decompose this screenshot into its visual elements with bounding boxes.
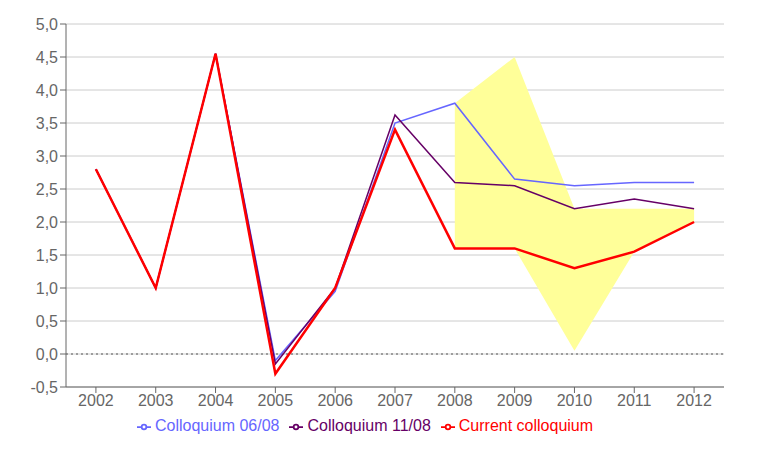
svg-text:2,5: 2,5 [36,181,58,198]
svg-text:3,5: 3,5 [36,115,58,132]
svg-text:2006: 2006 [317,392,353,409]
svg-text:5,0: 5,0 [36,16,58,33]
svg-text:2008: 2008 [437,392,473,409]
svg-text:3,0: 3,0 [36,148,58,165]
svg-text:2010: 2010 [557,392,593,409]
svg-text:2005: 2005 [258,392,294,409]
html-text:Current colloquium: Current colloquium [458,417,594,434]
svg-text:4,0: 4,0 [36,82,58,99]
svg-text:-0,5: -0,5 [30,379,58,396]
svg-text:2003: 2003 [138,392,174,409]
html-text:Colloquium 11/08: Colloquium 11/08 [307,417,431,434]
svg-text:4,5: 4,5 [36,49,58,66]
svg-text:2012: 2012 [676,392,712,409]
svg-text:2011: 2011 [617,392,652,409]
svg-text:1,0: 1,0 [36,280,58,297]
svg-text:2,0: 2,0 [36,214,58,231]
html-text:Colloquium 06/08: Colloquium 06/08 [154,417,280,434]
svg-text:2007: 2007 [377,392,413,409]
svg-text:2004: 2004 [198,392,234,409]
svg-text:2002: 2002 [78,392,114,409]
svg-text:0,5: 0,5 [36,313,58,330]
svg-text:2009: 2009 [497,392,533,409]
svg-text:0,0: 0,0 [36,346,58,363]
svg-text:1,5: 1,5 [36,247,58,264]
